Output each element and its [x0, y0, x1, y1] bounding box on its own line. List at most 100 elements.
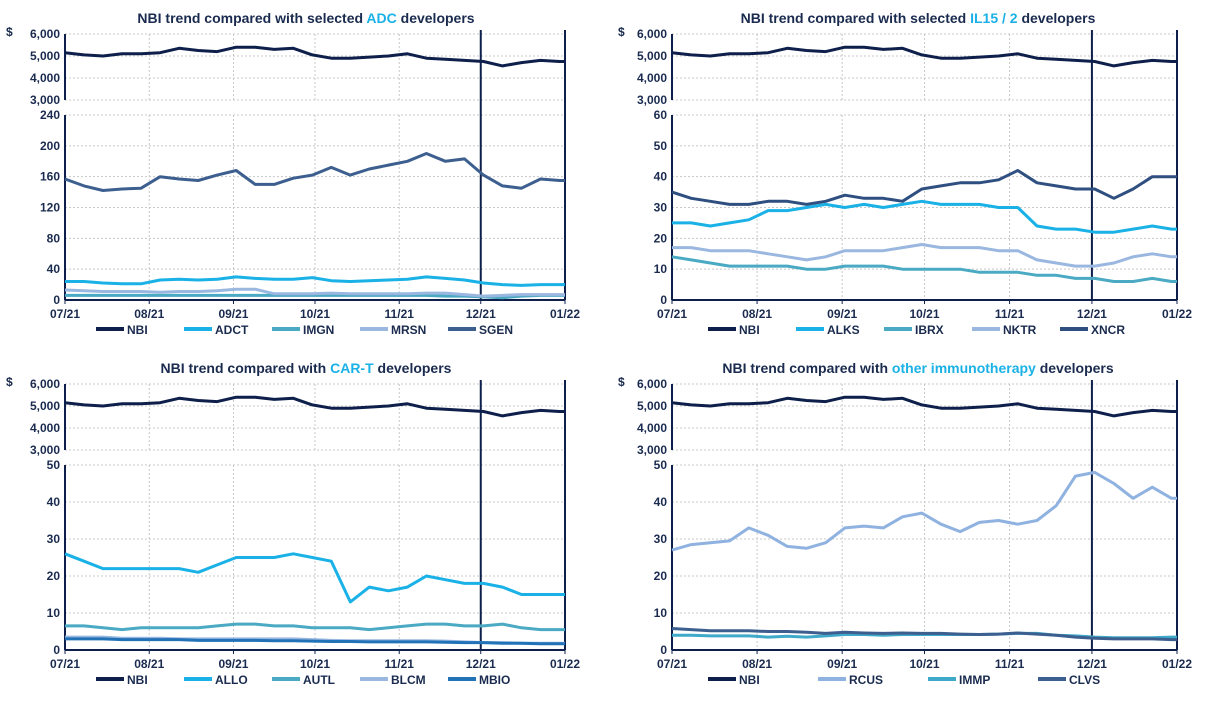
- x-tick-label: 09/21: [827, 657, 857, 671]
- y-tick-label: 5,000: [30, 399, 60, 413]
- y-tick-label: 120: [40, 201, 60, 215]
- y-tick-label: 3,000: [637, 443, 667, 457]
- y-tick-label: 50: [654, 139, 668, 153]
- title-suffix: developers: [396, 10, 475, 26]
- series-line-xncr: [671, 169, 1177, 206]
- x-tick-label: 10/21: [909, 307, 939, 321]
- x-tick-label: 07/21: [50, 657, 80, 671]
- chart-adc: NBI trend compared with selected ADC dev…: [0, 0, 612, 358]
- x-tick-label: 01/22: [1162, 307, 1192, 321]
- y-tick-label: 50: [47, 458, 61, 472]
- x-tick-label: 01/22: [550, 657, 580, 671]
- x-tick-label: 11/21: [995, 307, 1025, 321]
- title-highlight: CAR-T: [330, 360, 374, 376]
- x-tick-label: 12/21: [466, 307, 496, 321]
- x-tick-label: 12/21: [1077, 307, 1107, 321]
- x-tick-label: 10/21: [909, 657, 939, 671]
- y-tick-label: 20: [47, 569, 61, 583]
- legend-label: IMGN: [303, 323, 334, 337]
- series-line-rcus: [671, 470, 1177, 552]
- chart-title: NBI trend compared with selected ADC dev…: [0, 10, 612, 26]
- y-tick-label: 10: [654, 262, 668, 276]
- y-tick-label: 3,000: [30, 93, 60, 107]
- series-line-alks: [672, 199, 1177, 234]
- y-tick-label: 30: [654, 532, 668, 546]
- chart-title: NBI trend compared with selected IL15 / …: [612, 10, 1224, 26]
- y-tick-label: 4,000: [30, 421, 60, 435]
- y-tick-label: 20: [654, 569, 668, 583]
- series-line-mrsn: [64, 287, 565, 298]
- y-tick-label: 10: [47, 606, 61, 620]
- chart-svg: 3,000 4,000 5,000 6,000 $0 40 80 120 160 200 240 07…: [6, 25, 580, 337]
- series-line-mbio: [65, 637, 565, 646]
- chart-car-t: NBI trend compared with CAR-T developers…: [0, 350, 612, 708]
- y-tick-label: 6,000: [30, 27, 60, 41]
- x-tick-label: 12/21: [1077, 657, 1107, 671]
- x-tick-label: 09/21: [218, 307, 248, 321]
- series-line-nktr: [672, 243, 1177, 268]
- y-tick-label: 4,000: [30, 71, 60, 85]
- legend-label: SGEN: [479, 323, 513, 337]
- y-tick-label: 30: [47, 532, 61, 546]
- legend-label: NBI: [127, 323, 148, 337]
- chart-svg: 3,000 4,000 5,000 6,000 $0 10 20 30 40 50 07/21 08/…: [6, 375, 580, 687]
- y-tick-label: 3,000: [637, 93, 667, 107]
- y-tick-label: 4,000: [637, 71, 667, 85]
- y-tick-label: 5,000: [637, 399, 667, 413]
- y-tick-label: 4,000: [637, 421, 667, 435]
- chart-il15: NBI trend compared with selected IL15 / …: [612, 0, 1224, 358]
- x-tick-label: 12/21: [466, 657, 496, 671]
- title-suffix: developers: [1017, 10, 1096, 26]
- x-tick-label: 01/22: [1162, 657, 1192, 671]
- series-line-imgn: [65, 293, 565, 300]
- legend-label: ALKS: [827, 323, 860, 337]
- y-tick-label: 40: [654, 495, 668, 509]
- y-tick-label: 10: [654, 606, 668, 620]
- x-tick-label: 10/21: [300, 307, 330, 321]
- chart-immunotherapy: NBI trend compared with other immunother…: [612, 350, 1224, 708]
- x-tick-label: 10/21: [300, 657, 330, 671]
- chart-title: NBI trend compared with CAR-T developers: [0, 360, 612, 376]
- y-tick-label: 5,000: [637, 49, 667, 63]
- legend-label: NKTR: [1003, 323, 1037, 337]
- title-highlight: IL15 / 2: [970, 10, 1018, 26]
- legend-label: NBI: [127, 673, 148, 687]
- legend-label: ADCT: [215, 323, 249, 337]
- chart-svg: 3,000 4,000 5,000 6,000 $0 10 20 30 40 50 07/21 08/…: [618, 375, 1192, 687]
- currency-label: $: [6, 25, 13, 39]
- x-tick-label: 09/21: [827, 307, 857, 321]
- y-tick-label: 0: [660, 293, 667, 307]
- series-line-nbi: [671, 45, 1177, 68]
- y-tick-label: 60: [654, 108, 668, 122]
- y-tick-label: 0: [53, 293, 60, 307]
- y-tick-label: 6,000: [637, 27, 667, 41]
- legend-label: MBIO: [479, 673, 510, 687]
- x-tick-label: 08/21: [742, 307, 772, 321]
- y-tick-label: 40: [47, 262, 61, 276]
- legend-label: IMMP: [959, 673, 990, 687]
- series-line-autl: [65, 622, 565, 632]
- legend-label: XNCR: [1091, 323, 1125, 337]
- series-line-adct: [65, 275, 565, 287]
- x-tick-label: 11/21: [995, 657, 1025, 671]
- title-highlight: other immunotherapy: [891, 360, 1036, 376]
- y-tick-label: 50: [654, 458, 668, 472]
- y-tick-label: 0: [660, 643, 667, 657]
- y-tick-label: 200: [40, 139, 60, 153]
- series-line-ibrx: [671, 255, 1177, 283]
- title-highlight: ADC: [366, 10, 397, 26]
- title-suffix: developers: [1035, 360, 1114, 376]
- y-tick-label: 0: [53, 643, 60, 657]
- y-tick-label: 160: [40, 170, 60, 184]
- x-tick-label: 08/21: [134, 307, 164, 321]
- legend-label: NBI: [739, 673, 760, 687]
- y-tick-label: 40: [654, 170, 668, 184]
- x-tick-label: 09/21: [218, 657, 248, 671]
- x-tick-label: 08/21: [742, 657, 772, 671]
- series-line-sgen: [64, 152, 565, 192]
- x-tick-label: 08/21: [134, 657, 164, 671]
- series-line-clvs: [671, 627, 1177, 642]
- legend-label: IBRX: [915, 323, 944, 337]
- currency-label: $: [618, 25, 625, 39]
